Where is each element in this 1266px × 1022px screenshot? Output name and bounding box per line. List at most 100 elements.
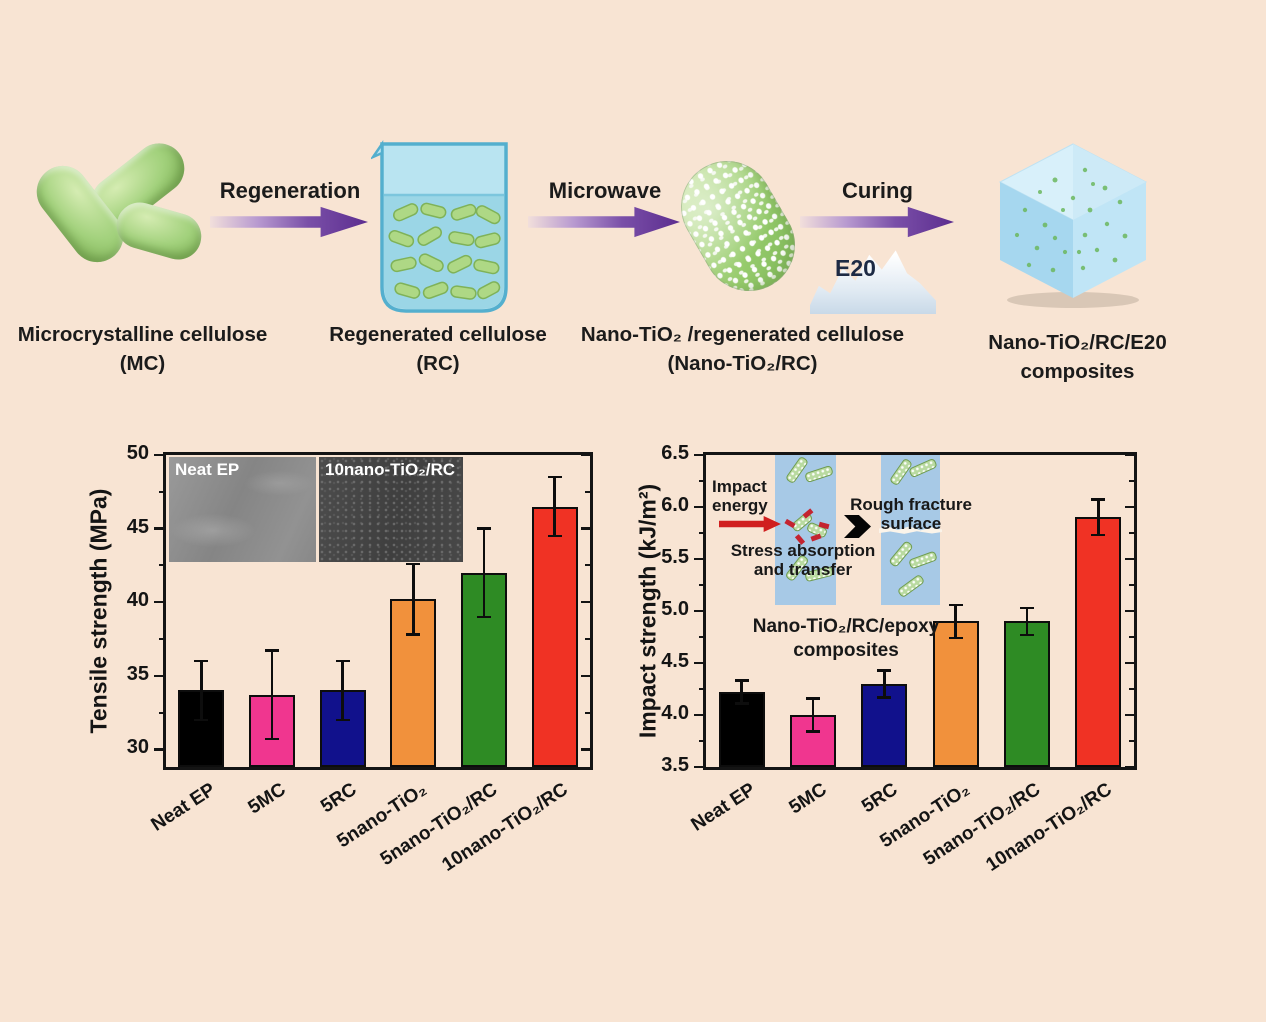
y-axis-tick [694,557,706,561]
error-bar [200,661,203,720]
y-tick-label: 3.5 [661,754,689,776]
inset-panel-fracture [881,455,940,605]
y-axis-tick [1125,505,1134,509]
rc-label-name: Regenerated cellulose [329,323,547,346]
bar-5nano-TiO₂ [932,621,979,767]
category-label: Neat EP [687,779,760,836]
error-bar-cap [406,633,421,636]
rc-label-abbr: (RC) [416,352,460,375]
impact-energy-arrow-icon [719,516,781,532]
cube-specks [1014,167,1128,273]
microwave-arrow-icon [528,206,680,238]
sem-inset-label: 10nano-TiO₂/RC [325,460,456,479]
error-bar-cap [547,475,562,479]
category-label: 10nano-TiO₂/RC [438,779,573,876]
microwave-arrow-label: Microwave [548,178,662,203]
error-bar [553,477,556,536]
cellulose-rod [896,573,926,599]
error-bar-cap [477,527,491,530]
error-bar-cap [877,669,892,672]
process-chevron-icon [844,515,871,538]
y-axis-tick [154,527,166,530]
category-label: 5RC [316,779,361,818]
y-axis-tick [694,453,706,457]
nano-tio2-capsule [664,144,812,308]
cellulose-rod [908,457,938,479]
error-bar-cap [1091,498,1106,501]
error-bar-cap [1020,633,1034,637]
y-axis-tick [694,713,706,717]
y-axis-tick [1125,557,1134,561]
y-axis-minor-tick [585,711,590,714]
curing-arrow-label: Curing [842,178,913,203]
y-axis-minor-tick [585,490,590,493]
error-bar-cap [335,659,350,663]
y-axis-minor-tick [699,532,706,534]
y-tick-label: 30 [126,736,149,759]
e20-label: E20 [835,255,876,281]
error-bar [270,650,274,740]
y-axis-minor-tick [159,490,166,493]
error-bar-cap [194,659,209,663]
nano-label-name: Nano-TiO₂ /regenerated cellulose [580,323,905,346]
y-axis-tick [1125,661,1134,665]
error-bar [412,563,415,635]
cellulose-rod [804,464,834,484]
tensile-strength-chart: Neat EP 10nano-TiO₂/RC 30 35 40 45 50 Neat EP… [127,442,593,876]
sem-inset-10nano: 10nano-TiO₂/RC [319,457,463,562]
y-axis-tick [581,600,590,604]
category-label: 5MC [244,779,290,819]
y-axis-minor-tick [585,637,590,640]
y-axis-tick [581,748,590,751]
y-axis-tick [581,453,590,457]
y-tick-label: 6.0 [661,494,689,516]
y-tick-label: 45 [126,515,149,538]
y-axis-minor-tick [585,564,590,567]
error-bar [811,698,815,732]
category-label: 5RC [858,779,902,818]
y-axis-tick [694,765,706,769]
y-tick-label: 40 [126,589,149,612]
error-bar-cap [547,534,562,538]
error-bar-cap [948,636,963,640]
regeneration-arrow-label: Regeneration [219,178,361,203]
composite-label-abbr: composites [1020,360,1135,383]
y-axis-minor-tick [699,740,706,742]
y-axis-tick [154,748,166,751]
composite-annotation: Nano-TiO₂/RC/epoxy composites [752,616,940,661]
y-axis-tick [694,609,706,613]
error-bar-cap [265,649,279,652]
stress-fragment [784,518,796,529]
category-label: 10nano-TiO₂/RC [982,779,1116,876]
y-axis-minor-tick [1129,532,1134,534]
mc-label-name: Microcrystalline cellulose [17,323,268,346]
error-bar-cap [734,702,749,705]
y-tick-label: 5.5 [661,546,689,568]
y-tick-label: 6.5 [661,442,689,464]
impact-energy-label: Impact energy [712,477,768,515]
y-axis-tick [154,453,166,457]
stress-absorption-label: Stress absorption and transfer [730,541,876,579]
y-axis-tick [1125,765,1134,769]
bar-10nano-TiO₂/RC [1075,517,1122,767]
y-axis-minor-tick [159,564,166,567]
error-bar-cap [406,562,421,566]
error-bar-cap [477,615,491,619]
error-bar [1025,607,1029,635]
beaker-pills [388,202,501,300]
error-bar [740,680,743,704]
category-label: 5MC [785,779,831,819]
y-axis-minor-tick [699,636,706,638]
y-axis-minor-tick [1129,480,1134,482]
error-bar-cap [1091,533,1106,537]
y-tick-label: 35 [126,662,149,685]
y-axis-minor-tick [699,688,706,690]
nano-label-abbr: (Nano-TiO₂/RC) [667,352,818,375]
y-axis-minor-tick [159,637,166,640]
impact-strength-chart: Impact energy Stress absorption and tran… [661,442,1137,876]
error-bar [1097,499,1100,536]
sem-inset-neat-ep: Neat EP [169,457,316,562]
y-axis-tick [694,505,706,509]
y-tick-label: 5.0 [661,598,689,620]
